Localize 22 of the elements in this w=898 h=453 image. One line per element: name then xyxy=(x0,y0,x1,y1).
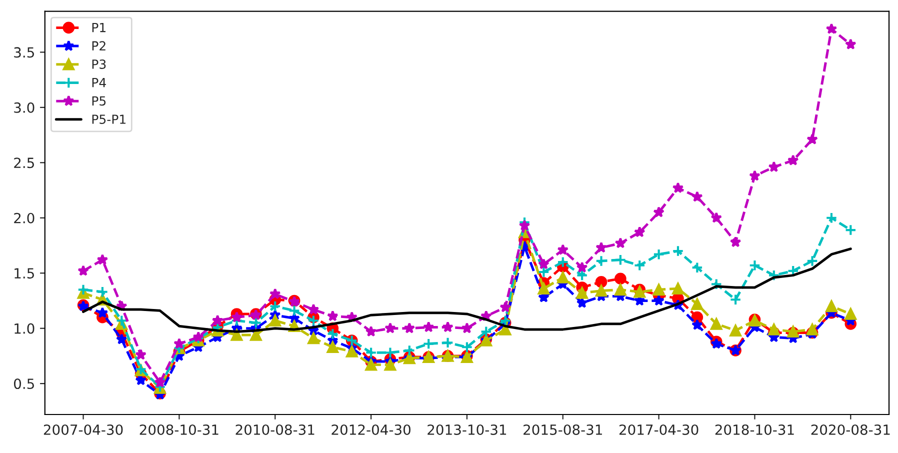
legend-label: P5 xyxy=(92,96,106,106)
legend-label: P2 xyxy=(92,41,106,50)
x-tick-label: 2010-08-31 xyxy=(236,424,314,435)
y-tick-label: 2.0 xyxy=(14,212,34,224)
x-tick-label: 2013-10-31 xyxy=(428,424,506,435)
y-tick-label: 1.5 xyxy=(14,268,34,279)
x-tick-label: 2018-10-31 xyxy=(715,424,794,435)
y-tick-label: 2.5 xyxy=(14,158,34,168)
legend-label: P1 xyxy=(92,22,106,32)
y-tick-label: 3.5 xyxy=(14,47,34,58)
legend-label: P5-P1 xyxy=(92,114,126,124)
x-tick-label: 2015-08-31 xyxy=(524,424,602,435)
y-tick-label: 1.0 xyxy=(14,323,34,334)
x-tick-label: 2020-08-31 xyxy=(811,424,890,435)
legend-label: P4 xyxy=(92,78,106,88)
x-tick-label: 2007-04-30 xyxy=(44,424,123,435)
x-tick-label: 2008-10-31 xyxy=(140,424,218,435)
x-tick-label: 2012-04-30 xyxy=(332,424,410,435)
legend-label: P3 xyxy=(92,59,106,69)
y-tick-label: 3.0 xyxy=(14,102,34,113)
x-tick-label: 2017-04-30 xyxy=(619,424,698,435)
y-tick-label: 0.5 xyxy=(14,378,34,390)
